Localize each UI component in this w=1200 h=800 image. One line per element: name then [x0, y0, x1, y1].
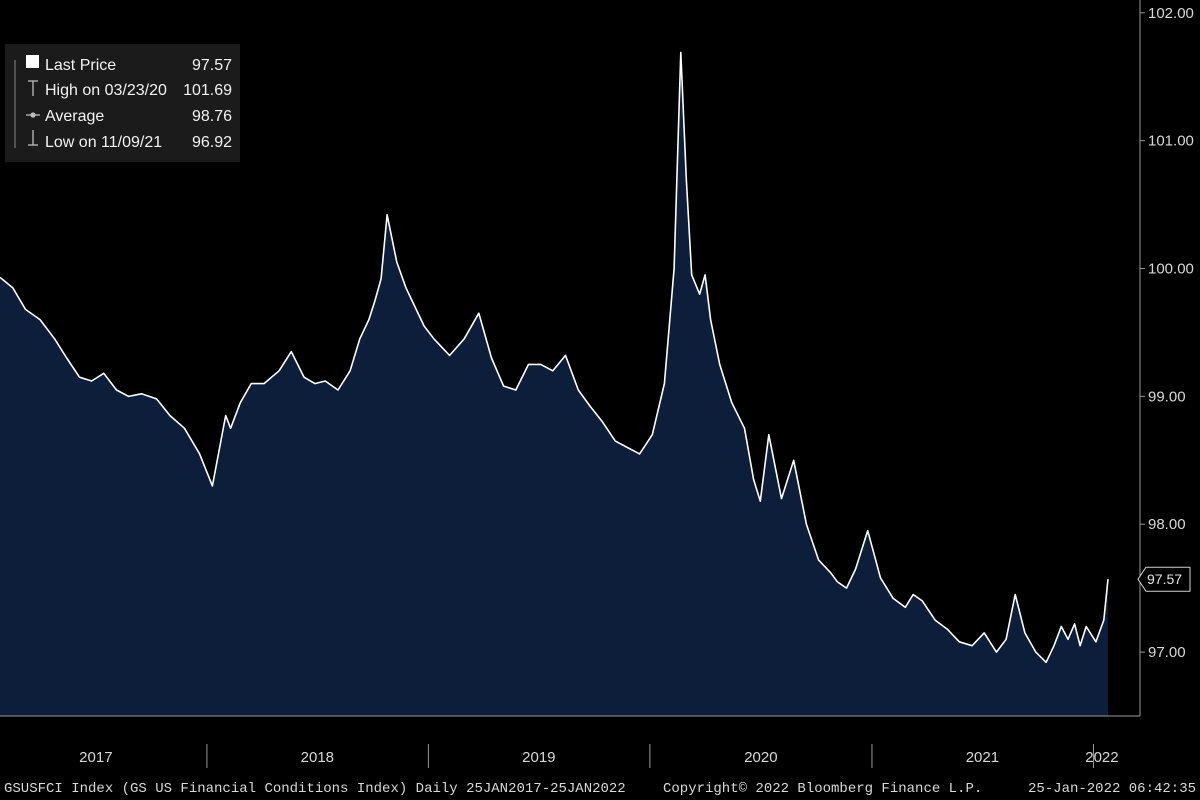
y-tick-label: 99.00 [1148, 388, 1186, 405]
footer-timestamp: 25-Jan-2022 06:42:35 [1028, 781, 1196, 797]
x-tick-label: 2022 [1085, 749, 1118, 766]
legend-label-last-price: Last Price [45, 57, 116, 74]
y-axis: 102.00 101.00 100.00 99.00 98.00 97.00 [1140, 5, 1194, 661]
last-value-tag-box [1137, 566, 1191, 592]
legend-value-low: 96.92 [192, 134, 232, 151]
legend-label-high: High on 03/23/20 [45, 82, 167, 99]
legend: Last Price 97.57 High on 03/23/20 101.69… [5, 44, 240, 162]
y-tick-label: 97.00 [1148, 644, 1186, 661]
last-price-swatch [26, 55, 39, 68]
legend-box [5, 44, 240, 162]
legend-value-last-price: 97.57 [192, 57, 232, 74]
series-line [0, 51, 1109, 664]
last-value-tag-text: 97.57 [1147, 571, 1182, 587]
y-tick-label: 101.00 [1148, 133, 1194, 150]
footer: GSUSFCI Index (GS US Financial Condition… [4, 781, 1196, 797]
legend-value-average: 98.76 [192, 108, 232, 125]
y-tick-label: 102.00 [1148, 5, 1194, 22]
legend-label-low: Low on 11/09/21 [45, 134, 162, 151]
last-value-tag: 97.57 [1137, 566, 1191, 592]
x-tick-label: 2017 [79, 749, 112, 766]
x-tick-label: 2020 [744, 749, 777, 766]
low-marker-icon [28, 130, 38, 146]
y-tick-label: 98.00 [1148, 516, 1186, 533]
series-area [0, 52, 1108, 716]
footer-copyright: Copyright© 2022 Bloomberg Finance L.P. [663, 781, 982, 797]
x-axis: 2017 2018 2019 2020 2021 2022 [79, 744, 1119, 768]
legend-value-high: 101.69 [183, 82, 232, 99]
area-layer [0, 51, 1109, 716]
high-marker-icon [28, 80, 38, 96]
footer-index-description: GSUSFCI Index (GS US Financial Condition… [4, 781, 626, 797]
y-tick-label: 100.00 [1148, 261, 1194, 278]
x-tick-label: 2018 [301, 749, 334, 766]
x-tick-label: 2021 [966, 749, 999, 766]
legend-label-average: Average [45, 108, 104, 125]
x-tick-label: 2019 [522, 749, 555, 766]
average-marker-icon [26, 112, 40, 118]
